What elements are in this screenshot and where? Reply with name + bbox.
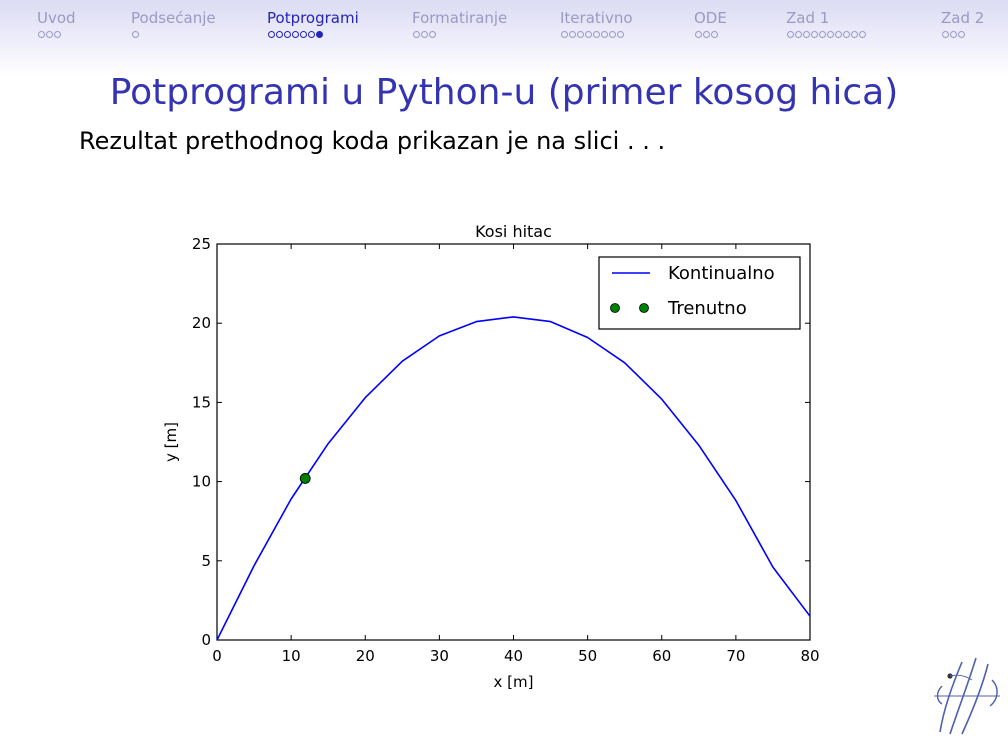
frame-dot[interactable] [38,31,45,38]
x-tick-label: 30 [430,647,449,665]
frame-dot[interactable] [421,31,428,38]
legend-label-kontinualno: Kontinualno [668,263,775,284]
frame-dot[interactable] [843,31,850,38]
x-tick-label: 80 [800,647,819,665]
nav-frame-dots [787,31,867,43]
frame-dot[interactable] [577,31,584,38]
x-tick-label: 70 [726,647,745,665]
nav-section[interactable]: Podsećanje [131,9,216,27]
nav-frame-dots [695,31,719,43]
x-tick-label: 0 [212,647,222,665]
frame-dot[interactable] [268,31,275,38]
frame-dot[interactable] [609,31,616,38]
frame-dot[interactable] [950,31,957,38]
nav-section[interactable]: Uvod [37,9,76,27]
x-tick-label: 40 [504,647,523,665]
nav-section[interactable]: ODE [694,9,727,27]
nav-section[interactable]: Zad 1 [786,9,830,27]
frame-dot[interactable] [703,31,710,38]
frame-dot[interactable] [413,31,420,38]
frame-dot[interactable] [276,31,283,38]
frame-dot[interactable] [617,31,624,38]
frame-dot[interactable] [585,31,592,38]
y-tick-label: 25 [192,235,211,253]
frame-dot[interactable] [132,31,139,38]
slide-subtitle: Rezultat prethodnog koda prikazan je na … [79,127,666,155]
frame-dot[interactable] [787,31,794,38]
nav-frame-dots [413,31,437,43]
x-tick-label: 20 [356,647,375,665]
frame-dot[interactable] [54,31,61,38]
university-logo-icon [934,657,1000,735]
x-axis-label: x [m] [494,673,534,691]
y-tick-label: 10 [192,473,211,491]
frame-dot[interactable] [803,31,810,38]
slide-title: Potprogrami u Python-u (primer kosog hic… [109,72,899,113]
frame-dot[interactable] [695,31,702,38]
frame-dot[interactable] [859,31,866,38]
frame-dot[interactable] [601,31,608,38]
frame-dot[interactable] [851,31,858,38]
nav-section[interactable]: Zad 2 [941,9,985,27]
frame-dot[interactable] [284,31,291,38]
y-tick-label: 15 [192,393,211,411]
nav-section[interactable]: Potprogrami [267,9,359,27]
frame-dot[interactable] [827,31,834,38]
frame-dot[interactable] [811,31,818,38]
nav-frame-dots [942,31,966,43]
legend-box [598,256,801,330]
x-tick-label: 50 [578,647,597,665]
slide-header: Uvod Podsećanje Potprogrami Formatiranje Ite… [0,0,1008,76]
current-position-marker [299,473,311,484]
nav-section[interactable]: Iterativno [560,9,633,27]
trajectory-chart: 0 10 20 30 40 50 60 70 80 0 5 10 15 20 25 Kosi hitac x… [162,222,820,691]
frame-dot[interactable] [819,31,826,38]
legend-marker-sample [610,303,620,313]
y-tick-label: 0 [201,631,211,649]
legend-label-trenutno: Trenutno [667,298,747,319]
legend-marker-sample [639,303,649,313]
x-tick-label: 60 [652,647,671,665]
frame-dot[interactable] [46,31,53,38]
nav-frame-dots [132,31,140,43]
frame-dot[interactable] [561,31,568,38]
frame-dot[interactable] [835,31,842,38]
frame-dot[interactable] [942,31,949,38]
frame-dot[interactable] [300,31,307,38]
nav-section[interactable]: Formatiranje [412,9,508,27]
trajectory-line [216,316,811,641]
frame-dot[interactable] [795,31,802,38]
frame-dot[interactable] [308,31,315,38]
x-tick-label: 10 [282,647,301,665]
frame-dot[interactable] [593,31,600,38]
frame-dot[interactable] [569,31,576,38]
nav-frame-dots [268,31,324,43]
frame-dot[interactable] [292,31,299,38]
y-tick-label: 5 [201,552,211,570]
frame-dot[interactable] [429,31,436,38]
frame-dot[interactable] [711,31,718,38]
frame-dot[interactable] [958,31,965,38]
y-axis-label: y [m] [162,422,180,462]
nav-frame-dots [561,31,625,43]
current-frame-dot[interactable] [316,31,323,38]
legend: Kontinualno Trenutno [598,256,801,330]
nav-frame-dots [38,31,62,43]
chart-title: Kosi hitac [475,222,552,241]
y-tick-label: 20 [192,314,211,332]
